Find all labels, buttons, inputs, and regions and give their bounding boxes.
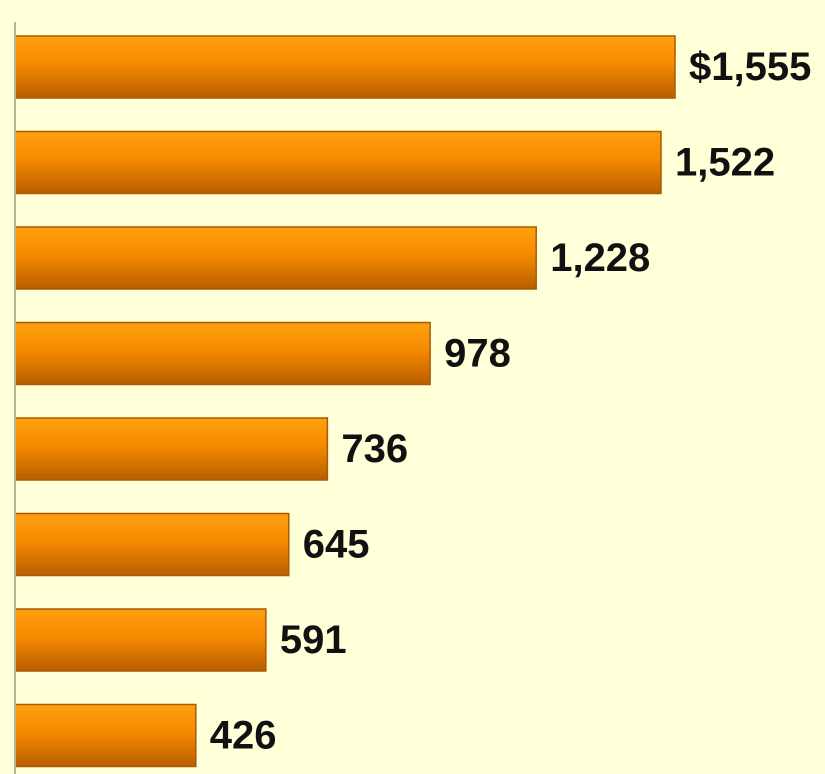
- bar: [14, 608, 267, 672]
- bar: [14, 321, 431, 386]
- bar-value-label: 645: [303, 523, 370, 567]
- bar-value-label: 1,522: [675, 141, 775, 185]
- bar-value-label: 978: [444, 332, 511, 376]
- bar: [14, 226, 537, 290]
- bar: [14, 35, 676, 99]
- bars-group: $1,555 1,522 1,228 978 736 645 591 426: [14, 35, 811, 768]
- bar-value-label: 426: [210, 714, 277, 758]
- bar-value-label: 591: [280, 618, 347, 662]
- bar: [14, 512, 290, 577]
- bar-value-label: 736: [341, 427, 408, 471]
- bar: [14, 703, 197, 768]
- bar-value-label: $1,555: [689, 45, 811, 89]
- bar: [14, 130, 662, 195]
- bar-value-label: 1,228: [550, 236, 650, 280]
- bar: [14, 417, 329, 481]
